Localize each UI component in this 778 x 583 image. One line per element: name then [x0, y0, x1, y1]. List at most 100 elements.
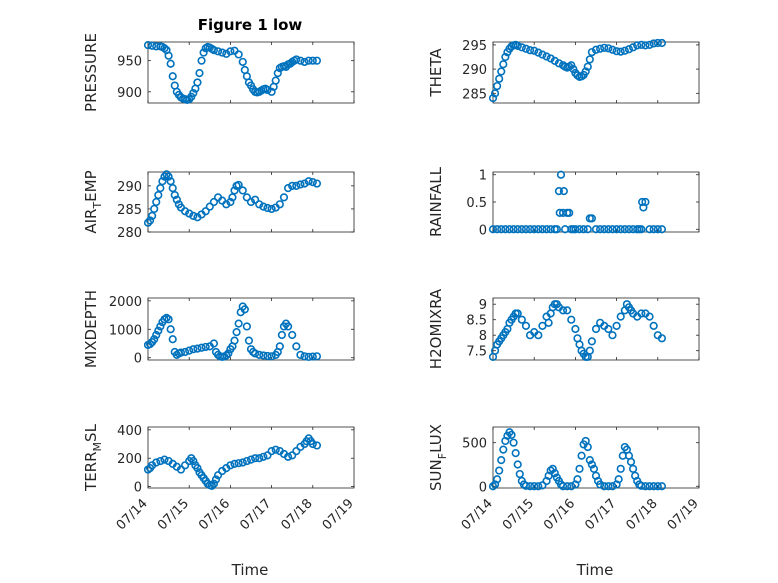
data-point [209, 479, 219, 488]
y-tick-label: 7.5 [466, 345, 487, 360]
data-point [267, 204, 276, 214]
data-point [649, 482, 658, 491]
data-point [517, 315, 526, 324]
data-point [493, 225, 502, 234]
data-point [538, 50, 547, 59]
data-point [304, 352, 313, 361]
data-point [259, 202, 268, 211]
data-point [645, 482, 654, 491]
data-point [575, 464, 584, 473]
data-point [497, 456, 506, 465]
data-point [587, 460, 596, 469]
data-point [612, 321, 621, 331]
data-point [513, 41, 522, 50]
data-point [148, 41, 157, 50]
data-point [637, 40, 646, 50]
data-point [653, 225, 662, 234]
data-point [304, 56, 313, 65]
data-point [263, 351, 272, 361]
data-point [641, 41, 650, 50]
data-point [581, 67, 590, 76]
data-point [521, 481, 531, 490]
data-point [154, 326, 163, 335]
y-tick-label: 2000 [109, 295, 142, 310]
x-axis-label-left: Time [231, 561, 269, 579]
y-tick-label: 8 [479, 329, 487, 344]
data-point [525, 482, 535, 491]
data-point [563, 482, 572, 491]
data-point [244, 336, 254, 345]
data-point [259, 452, 268, 461]
data-point [548, 464, 557, 473]
data-point [234, 459, 243, 468]
data-point [600, 482, 609, 491]
data-point [497, 67, 506, 76]
y-tick-label: 1 [479, 169, 487, 184]
data-point [583, 442, 592, 452]
data-point [511, 449, 520, 458]
subplot-theta: 285 290 295 THETA [427, 38, 700, 104]
x-axis-label-right: Time [576, 561, 614, 579]
y-tick-label: 1000 [109, 323, 142, 338]
y-axis-label: H2OMIXRA [427, 288, 445, 369]
y-tick-label: 285 [117, 203, 142, 218]
data-point [296, 350, 305, 359]
data-point [600, 43, 609, 52]
data-point [538, 225, 547, 234]
data-point [218, 48, 227, 57]
data-point [166, 325, 175, 334]
data-point [312, 179, 322, 188]
data-point [275, 342, 284, 351]
data-point [246, 455, 256, 464]
data-point [616, 225, 625, 234]
data-point [267, 352, 276, 361]
y-axis-label: RAINFALL [427, 166, 445, 237]
data-point [251, 454, 260, 463]
data-point [240, 305, 249, 314]
data-point [530, 46, 539, 55]
data-point [288, 451, 297, 460]
subplot-pressure: 900 950 PRESSURE [82, 33, 355, 112]
data-point [150, 204, 159, 214]
data-point [608, 45, 617, 54]
data-point [521, 44, 531, 53]
data-point [166, 177, 175, 186]
data-point [166, 59, 175, 68]
data-point [591, 324, 601, 334]
data-point [534, 225, 543, 234]
data-point [154, 190, 163, 200]
data-point [493, 81, 502, 91]
data-point [271, 445, 280, 454]
data-point [637, 309, 646, 318]
data-point [193, 78, 202, 87]
data-point [160, 44, 169, 53]
data-point [156, 322, 165, 331]
data-point [271, 76, 280, 85]
data-point [596, 44, 605, 53]
data-point [201, 207, 210, 216]
data-point [180, 347, 190, 357]
data-point [534, 48, 543, 57]
data-point [308, 178, 317, 187]
data-point [499, 60, 508, 69]
data-point [160, 455, 169, 464]
data-point [567, 482, 576, 491]
data-point [288, 330, 297, 340]
data-point [197, 56, 206, 65]
data-point [312, 56, 322, 65]
data-point [624, 45, 634, 54]
data-point [213, 471, 223, 480]
data-point [583, 225, 592, 234]
data-point [228, 193, 237, 202]
data-point [230, 336, 239, 345]
data-point [604, 225, 613, 234]
data-point [577, 451, 586, 460]
data-point [195, 69, 204, 78]
data-point [304, 177, 313, 186]
data-point [538, 321, 547, 331]
data-point [575, 225, 584, 234]
data-point [525, 46, 535, 55]
data-point [641, 482, 650, 491]
data-point [145, 339, 155, 349]
